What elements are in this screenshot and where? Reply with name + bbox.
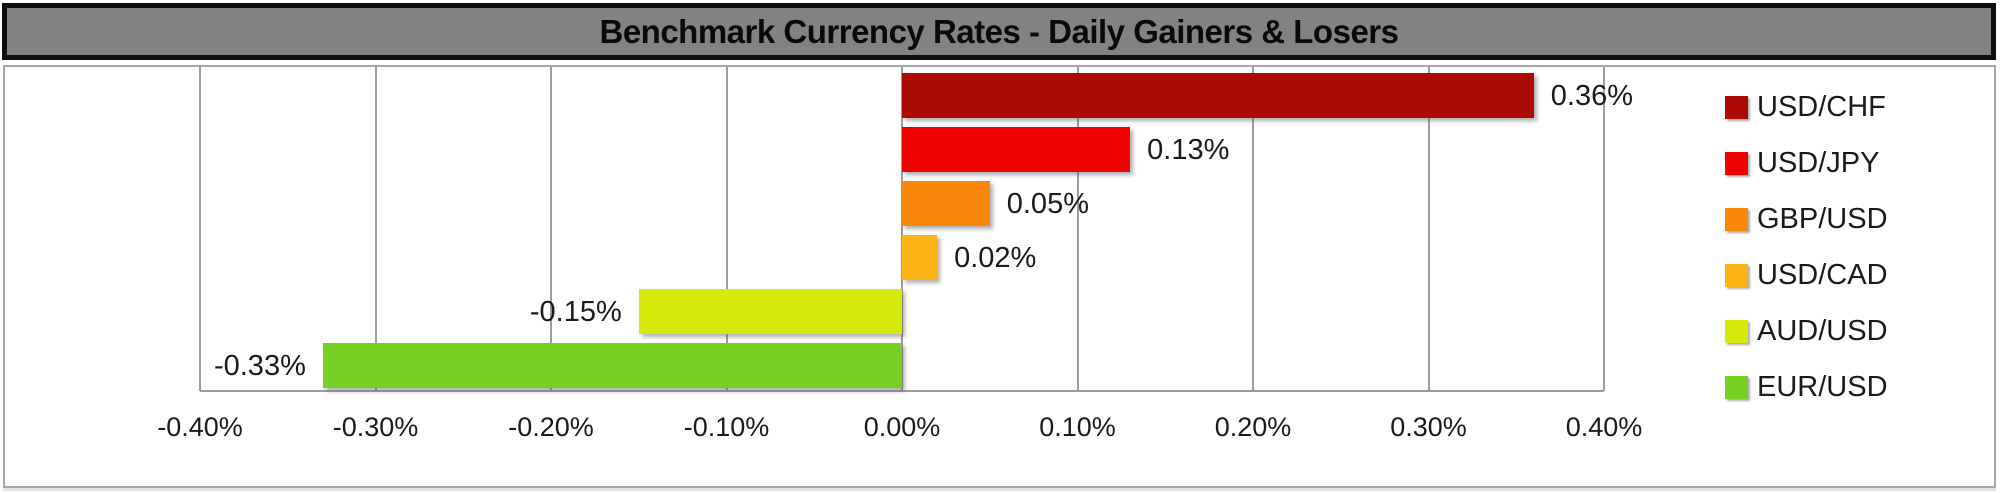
chart-title-bar: Benchmark Currency Rates - Daily Gainers… [2, 3, 1996, 60]
chart-title: Benchmark Currency Rates - Daily Gainers… [599, 12, 1399, 50]
chart-area-frame [3, 65, 1996, 488]
